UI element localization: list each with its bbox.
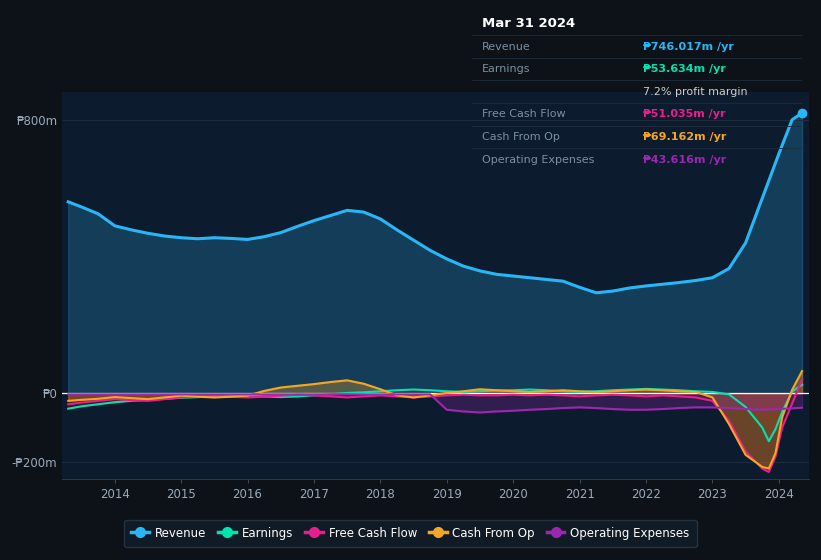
Text: Free Cash Flow: Free Cash Flow — [482, 109, 566, 119]
Text: ₱69.162m /yr: ₱69.162m /yr — [643, 132, 727, 142]
Text: Earnings: Earnings — [482, 64, 530, 74]
Legend: Revenue, Earnings, Free Cash Flow, Cash From Op, Operating Expenses: Revenue, Earnings, Free Cash Flow, Cash … — [124, 520, 697, 547]
Text: Operating Expenses: Operating Expenses — [482, 155, 594, 165]
Text: Mar 31 2024: Mar 31 2024 — [482, 17, 575, 30]
Text: Revenue: Revenue — [482, 41, 530, 52]
Text: 7.2% profit margin: 7.2% profit margin — [643, 87, 748, 97]
Text: ₱43.616m /yr: ₱43.616m /yr — [643, 155, 727, 165]
Text: Cash From Op: Cash From Op — [482, 132, 560, 142]
Text: ₱746.017m /yr: ₱746.017m /yr — [643, 41, 734, 52]
Text: ₱53.634m /yr: ₱53.634m /yr — [643, 64, 726, 74]
Text: ₱51.035m /yr: ₱51.035m /yr — [643, 109, 726, 119]
